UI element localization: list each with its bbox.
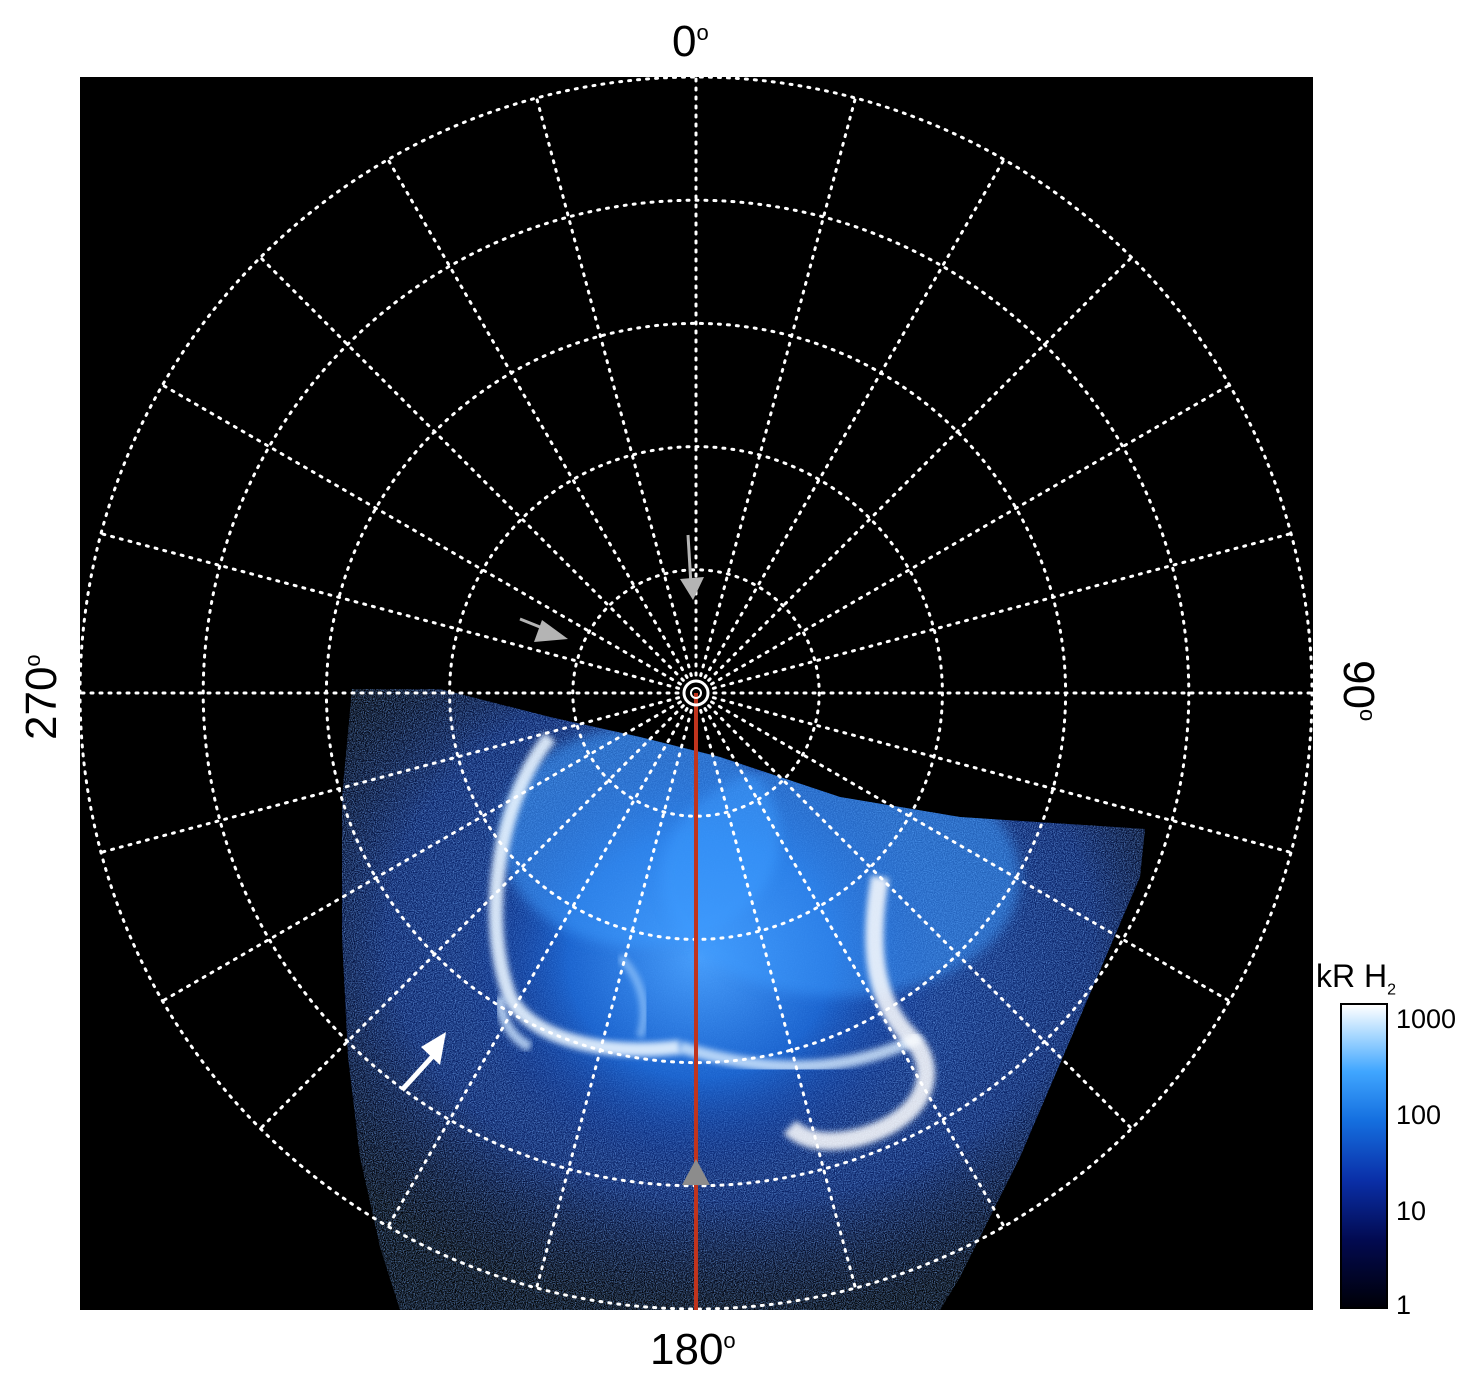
meridian-line xyxy=(711,532,1293,690)
meridian-line xyxy=(535,708,693,1290)
meridian-line xyxy=(161,700,682,1003)
angle-label-270: 270o xyxy=(17,654,66,740)
arrow-gray-left xyxy=(519,617,568,642)
angle-label-90: 90o xyxy=(1334,660,1383,722)
arrow-gray-meridian xyxy=(682,1159,710,1185)
meridian-line xyxy=(703,707,1006,1228)
meridian-line xyxy=(703,158,1006,679)
meridian-line xyxy=(711,696,1293,854)
meridian-line xyxy=(699,708,857,1290)
arrow-white-lower xyxy=(400,1032,446,1092)
arrow-gray-pole xyxy=(680,534,704,600)
angle-label-180: 180o xyxy=(650,1325,736,1374)
colorbar-tick-label: 10 xyxy=(1396,1196,1427,1226)
meridian-line xyxy=(710,383,1231,686)
meridian-line xyxy=(99,696,681,854)
meridian-line xyxy=(707,704,1134,1131)
meridian-line xyxy=(699,96,857,678)
meridian-line xyxy=(710,700,1231,1003)
meridian-line xyxy=(707,255,1134,682)
meridian-line xyxy=(99,532,681,690)
meridian-line xyxy=(258,255,685,682)
colorbar-title: kR H2 xyxy=(1316,958,1397,999)
latitude-circle xyxy=(80,77,1313,1310)
colorbar xyxy=(1340,1003,1388,1309)
meridian-line xyxy=(535,96,693,678)
colorbar-tick-label: 100 xyxy=(1396,1100,1442,1130)
pole-marker xyxy=(682,679,710,707)
meridian-line xyxy=(386,158,689,679)
meridian-line xyxy=(386,707,689,1228)
polar-grid xyxy=(80,77,1313,1310)
colorbar-tick-label: 1 xyxy=(1396,1290,1412,1320)
angle-label-0: 0o xyxy=(672,17,709,66)
polar-projection-plot xyxy=(80,77,1313,1310)
meridian-line xyxy=(258,704,685,1131)
meridian-line xyxy=(161,383,682,686)
colorbar-tick-label: 1000 xyxy=(1396,1004,1457,1034)
latitude-circle xyxy=(571,568,821,818)
